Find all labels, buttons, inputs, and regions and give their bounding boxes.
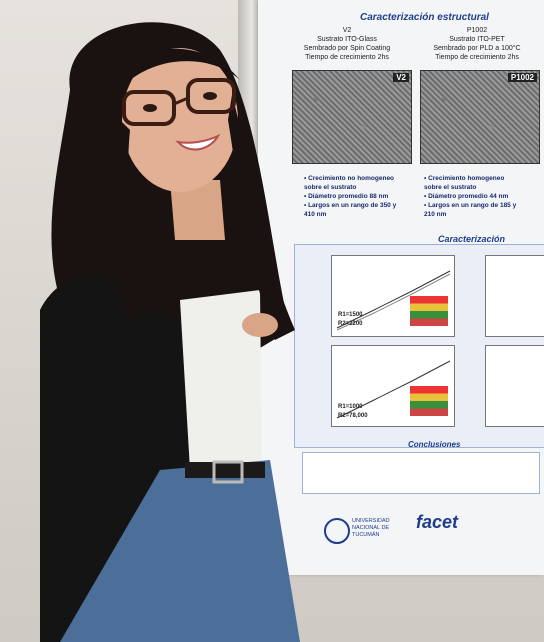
iv-plot-2-curve (336, 360, 451, 419)
right-eye (203, 92, 217, 100)
left-sample-time: Tiempo de crecimiento 2hs (305, 54, 389, 61)
sem-image-left: V2 (292, 70, 412, 164)
hair-side-left (101, 110, 150, 320)
bullet: sobre el sustrato (304, 184, 357, 191)
bullet: • Crecimiento homogeneo (424, 175, 505, 182)
smile (175, 133, 221, 151)
bullet: • Largos en un rango de 350 y (304, 202, 397, 209)
plot2-label-r2: R2=78,000 (338, 413, 368, 419)
poster: Caracterización estructural V2 Sustrato … (258, 0, 544, 575)
bullet: • Crecimiento no homogeneo (304, 175, 395, 182)
belt (185, 462, 265, 478)
hand (242, 313, 278, 337)
sem-tag-left: V2 (393, 73, 409, 82)
hair-side-right (228, 95, 295, 340)
section-title-conclusions: Conclusiones (408, 440, 461, 449)
left-eye (143, 104, 157, 112)
face (122, 48, 238, 192)
hair-front (110, 48, 240, 141)
sem-tag-right: P1002 (507, 73, 537, 82)
plot1-label-r2: R2=2200 (338, 321, 363, 327)
bullet: • Largos en un rango de 185 y (424, 202, 517, 209)
device-diagram-2 (410, 386, 448, 416)
bullet: 210 nm (424, 211, 447, 218)
bullet: sobre el sustrato (424, 184, 477, 191)
sem-image-right: P1002 (420, 70, 540, 164)
device-diagram-1 (410, 296, 448, 326)
university-seal-icon (324, 518, 350, 544)
iv-plot-1: R1=1500 R2=2200 (331, 255, 455, 337)
plot2-label-r1: R1=1000 (338, 404, 363, 410)
left-sample-info: V2 Sustrato ITO-Glass Sembrado por Spin … (292, 26, 402, 62)
glasses-left-lens (122, 90, 176, 126)
bullet: • Diámetro promedio 88 nm (304, 193, 389, 200)
left-bullets: • Crecimiento no homogeneo sobre el sust… (304, 174, 396, 219)
jeans (60, 460, 300, 642)
university-logo-text: UNIVERSIDAD NACIONAL DE TUCUMÁN (352, 518, 390, 538)
iv-plot-1-curve (336, 270, 451, 331)
right-sample-method: Sembrado por PLD a 100°C (433, 45, 521, 52)
iv-plot-2: R1=1000 R2=78,000 (331, 345, 455, 427)
belt-buckle (212, 460, 244, 484)
neck (170, 180, 225, 240)
spectrum-plot-2 (485, 345, 544, 427)
electrical-panel: R1=1500 R2=2200 R1=1000 R2=78,000 (294, 244, 544, 448)
glasses-right-lens (186, 78, 236, 114)
right-sample-time: Tiempo de crecimiento 2hs (435, 54, 519, 61)
left-sample-method: Sembrado por Spin Coating (303, 45, 391, 52)
right-bullets: • Crecimiento homogeneo sobre el sustrat… (424, 174, 516, 219)
glasses-bridge (173, 96, 189, 106)
plot1-label-r1: R1=1500 (338, 312, 363, 318)
right-sample-id: P1002 (466, 27, 488, 34)
white-top (180, 290, 262, 470)
section-title-structural: Caracterización estructural (360, 12, 489, 23)
bullet: • Diámetro promedio 44 nm (424, 193, 509, 200)
right-sample-substrate: Sustrato ITO-PET (449, 36, 505, 43)
left-sample-id: V2 (342, 27, 352, 34)
left-sample-substrate: Sustrato ITO-Glass (317, 36, 377, 43)
right-sample-info: P1002 Sustrato ITO-PET Sembrado por PLD … (418, 26, 536, 62)
facet-logo: facet (416, 512, 459, 532)
bullet: 410 nm (304, 211, 327, 218)
spectrum-plot-1 (485, 255, 544, 337)
conclusions-box (302, 452, 540, 494)
